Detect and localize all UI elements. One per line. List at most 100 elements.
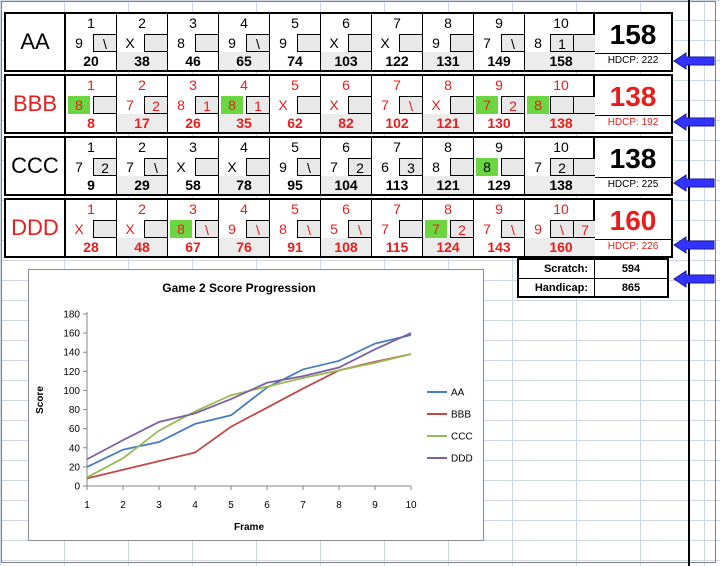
ball-two[interactable]: [399, 220, 422, 238]
frame-cell[interactable]: 3 8 1 26: [168, 76, 219, 132]
frame-cell[interactable]: 4 X 78: [219, 138, 270, 194]
ball-two[interactable]: \: [550, 220, 573, 238]
ball-two[interactable]: 1: [246, 96, 269, 114]
ball-two[interactable]: \: [144, 158, 167, 176]
ball-two[interactable]: 1: [195, 96, 218, 114]
frame-cell[interactable]: 8 9 131: [423, 14, 474, 70]
ball-two[interactable]: [399, 34, 422, 52]
frame-cell[interactable]: 9 7 \ 149: [474, 14, 525, 70]
ball-one[interactable]: X: [74, 221, 84, 237]
frame-cell[interactable]: 10 8 1 158: [525, 14, 597, 70]
frame-cell[interactable]: 7 7 115: [372, 200, 423, 256]
frame-cell[interactable]: 8 8 121: [423, 138, 474, 194]
ball-one[interactable]: 7: [75, 159, 83, 175]
ball-one[interactable]: 9: [534, 221, 542, 237]
frame-cell[interactable]: 6 5 \ 108: [321, 200, 372, 256]
ball-one[interactable]: 9: [75, 35, 83, 51]
ball-two[interactable]: \: [246, 220, 269, 238]
ball-two[interactable]: \: [246, 34, 269, 52]
ball-one[interactable]: 8: [170, 220, 192, 238]
ball-one[interactable]: X: [176, 159, 186, 175]
ball-one[interactable]: 8: [279, 221, 287, 237]
ball-one[interactable]: 7: [425, 220, 447, 238]
ball-one[interactable]: 8: [68, 96, 90, 114]
ball-one[interactable]: 9: [228, 221, 236, 237]
frame-cell[interactable]: 3 8 46: [168, 14, 219, 70]
ball-two[interactable]: [450, 34, 473, 52]
ball-one[interactable]: 9: [432, 35, 440, 51]
frame-cell[interactable]: 1 9 \ 20: [66, 14, 117, 70]
ball-one[interactable]: 9: [279, 159, 287, 175]
ball-one[interactable]: 7: [330, 159, 338, 175]
ball-one[interactable]: 8: [432, 159, 440, 175]
ball-one[interactable]: 7: [126, 159, 134, 175]
ball-one[interactable]: 8: [177, 97, 185, 113]
ball-two[interactable]: \: [501, 220, 524, 238]
frame-cell[interactable]: 1 X 28: [66, 200, 117, 256]
ball-one[interactable]: 7: [126, 97, 134, 113]
ball-two[interactable]: 3: [399, 158, 422, 176]
frame-cell[interactable]: 6 X 103: [321, 14, 372, 70]
ball-two[interactable]: 1: [550, 34, 573, 52]
frame-cell[interactable]: 10 8 138: [525, 76, 597, 132]
frame-cell[interactable]: 9 7 2 130: [474, 76, 525, 132]
ball-two[interactable]: 2: [144, 96, 167, 114]
frame-cell[interactable]: 7 6 3 113: [372, 138, 423, 194]
ball-one[interactable]: X: [329, 35, 339, 51]
ball-one[interactable]: 7: [381, 221, 389, 237]
ball-two[interactable]: [195, 34, 218, 52]
ball-two[interactable]: 2: [93, 158, 116, 176]
ball-two[interactable]: 2: [550, 158, 573, 176]
ball-three[interactable]: [573, 96, 596, 114]
ball-two[interactable]: [195, 158, 218, 176]
frame-cell[interactable]: 10 9 \ 7 160: [525, 200, 597, 256]
ball-one[interactable]: 7: [381, 97, 389, 113]
ball-one[interactable]: X: [329, 97, 339, 113]
frame-cell[interactable]: 5 8 \ 91: [270, 200, 321, 256]
ball-two[interactable]: 2: [450, 220, 473, 238]
frame-cell[interactable]: 7 X 122: [372, 14, 423, 70]
ball-one[interactable]: 5: [330, 221, 338, 237]
ball-one[interactable]: 8: [534, 35, 542, 51]
ball-two[interactable]: 2: [501, 96, 524, 114]
frame-cell[interactable]: 2 7 2 17: [117, 76, 168, 132]
ball-two[interactable]: [348, 96, 371, 114]
ball-one[interactable]: 6: [381, 159, 389, 175]
frame-cell[interactable]: 10 7 2 138: [525, 138, 597, 194]
ball-two[interactable]: 2: [348, 158, 371, 176]
ball-two[interactable]: \: [297, 158, 320, 176]
ball-two[interactable]: [450, 158, 473, 176]
ball-one[interactable]: X: [278, 97, 288, 113]
frame-cell[interactable]: 2 X 38: [117, 14, 168, 70]
ball-one[interactable]: X: [125, 35, 135, 51]
frame-cell[interactable]: 7 7 \ 102: [372, 76, 423, 132]
frame-cell[interactable]: 9 8 129: [474, 138, 525, 194]
ball-two[interactable]: \: [399, 96, 422, 114]
ball-two[interactable]: [93, 220, 116, 238]
frame-cell[interactable]: 2 7 \ 29: [117, 138, 168, 194]
ball-one[interactable]: 7: [483, 221, 491, 237]
frame-cell[interactable]: 5 9 74: [270, 14, 321, 70]
ball-one[interactable]: 8: [221, 96, 243, 114]
ball-one[interactable]: 8: [527, 96, 549, 114]
ball-three[interactable]: 7: [573, 220, 596, 238]
ball-two[interactable]: [144, 220, 167, 238]
frame-cell[interactable]: 3 X 58: [168, 138, 219, 194]
ball-three[interactable]: [573, 34, 596, 52]
ball-two[interactable]: [501, 158, 524, 176]
ball-two[interactable]: [450, 96, 473, 114]
frame-cell[interactable]: 4 9 \ 76: [219, 200, 270, 256]
ball-two[interactable]: \: [195, 220, 218, 238]
ball-two[interactable]: [297, 96, 320, 114]
frame-cell[interactable]: 2 X 48: [117, 200, 168, 256]
ball-one[interactable]: X: [125, 221, 135, 237]
ball-two[interactable]: [144, 34, 167, 52]
ball-two[interactable]: [348, 34, 371, 52]
ball-one[interactable]: X: [380, 35, 390, 51]
frame-cell[interactable]: 5 9 \ 95: [270, 138, 321, 194]
ball-two[interactable]: [93, 96, 116, 114]
ball-one[interactable]: 8: [476, 158, 498, 176]
frame-cell[interactable]: 6 7 2 104: [321, 138, 372, 194]
ball-one[interactable]: 9: [279, 35, 287, 51]
